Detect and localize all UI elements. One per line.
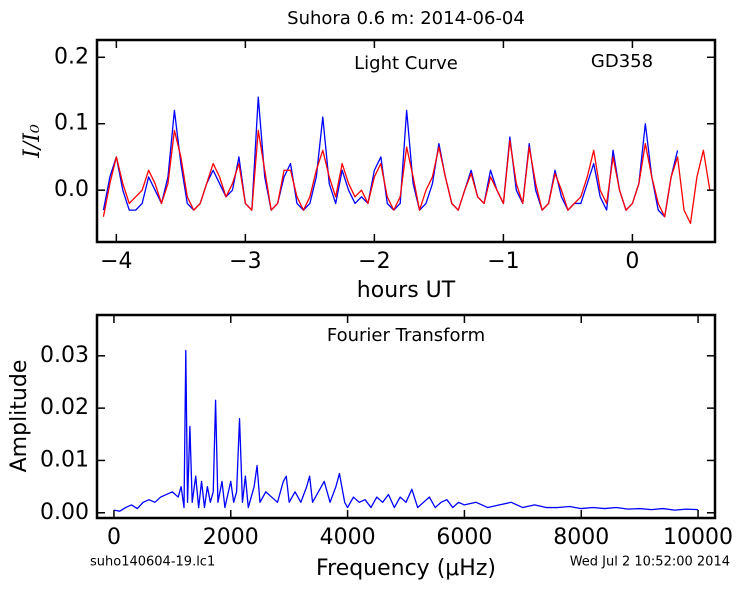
x-tick-label: 10000 <box>663 525 733 550</box>
y-tick-label: 0.1 <box>54 111 89 136</box>
y-tick-label: 0.0 <box>54 177 89 202</box>
axes-frame <box>95 313 717 520</box>
footer-text: Wed Jul 2 10:52:00 2014 <box>570 555 730 570</box>
y-tick-label: 0.2 <box>54 44 89 69</box>
annotation: Fourier Transform <box>327 325 485 346</box>
x-tick-label: −2 <box>358 249 390 274</box>
x-tick-label: −4 <box>100 249 132 274</box>
x-tick-label: 0 <box>625 249 639 274</box>
y-tick-label: 0.03 <box>40 343 89 368</box>
x-tick-label: 0 <box>107 525 121 550</box>
footer-text: suho140604-19.lc1 <box>90 555 215 570</box>
plot-area <box>102 96 711 225</box>
chart-title: Suhora 0.6 m: 2014-06-04 <box>287 8 525 29</box>
data-line <box>113 349 699 512</box>
data-line <box>102 129 711 225</box>
y-tick-label: 0.01 <box>40 447 89 472</box>
axes-frame <box>95 38 717 244</box>
y-tick-label: 0.02 <box>40 395 89 420</box>
x-axis-label: Frequency (μHz) <box>316 556 496 581</box>
x-tick-label: 8000 <box>553 525 609 550</box>
plot-area <box>113 349 699 512</box>
x-tick-label: −1 <box>487 249 519 274</box>
y-axis-label: I/I₀ <box>20 124 45 159</box>
x-axis-label: hours UT <box>357 278 456 303</box>
annotation: Light Curve <box>354 53 458 74</box>
y-axis-label: Amplitude <box>7 360 32 473</box>
x-tick-label: 6000 <box>436 525 492 550</box>
y-tick-label: 0.00 <box>40 500 89 525</box>
x-tick-label: 2000 <box>203 525 259 550</box>
x-tick-label: 4000 <box>320 525 376 550</box>
annotation: GD358 <box>591 51 653 72</box>
x-tick-label: −3 <box>229 249 261 274</box>
